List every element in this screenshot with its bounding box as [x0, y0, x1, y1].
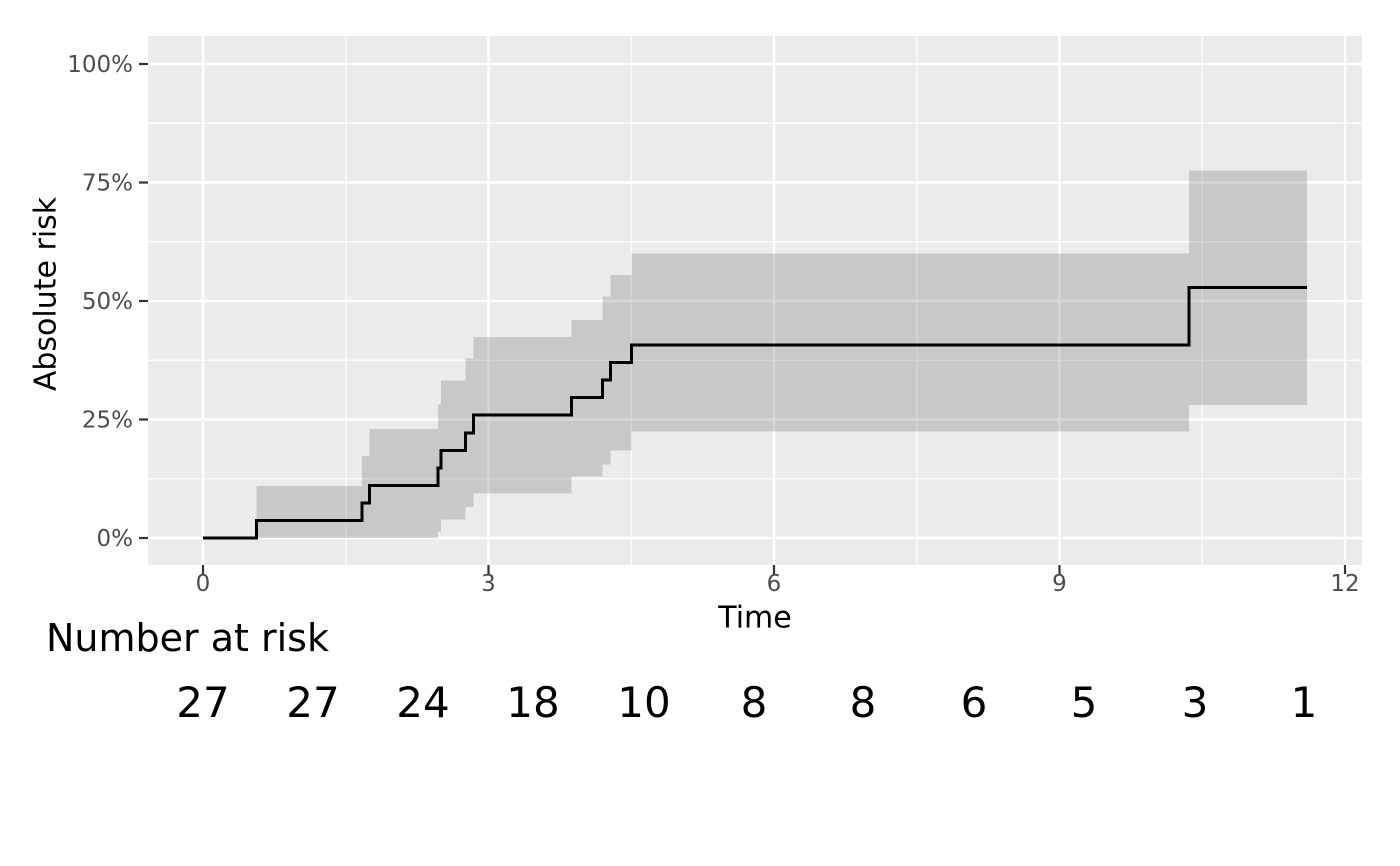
y-tick-label: 25%	[82, 408, 133, 434]
risk-count: 24	[396, 678, 450, 727]
risk-count: 18	[506, 678, 560, 727]
risk-count: 6	[960, 678, 988, 727]
x-tick-label: 9	[1052, 571, 1067, 597]
risk-count: 1	[1290, 678, 1318, 727]
x-tick-label: 6	[767, 571, 782, 597]
survival-step-line	[203, 285, 1307, 540]
risk-table-title: Number at risk	[46, 616, 329, 660]
confidence-band	[256, 170, 1307, 538]
risk-count: 5	[1070, 678, 1098, 727]
risk-count: 8	[849, 678, 877, 727]
risk-count: 10	[617, 678, 671, 727]
x-tick-label: 0	[196, 571, 211, 597]
x-tick-label: 3	[481, 571, 496, 597]
y-tick-label: 0%	[97, 526, 134, 552]
x-tick-label: 12	[1330, 571, 1359, 597]
risk-count: 3	[1181, 678, 1209, 727]
risk-count: 27	[286, 678, 340, 727]
y-tick-label: 100%	[67, 52, 133, 78]
risk-count: 8	[740, 678, 768, 727]
risk-count: 27	[176, 678, 230, 727]
y-axis-title: Absolute risk	[28, 196, 64, 392]
y-tick-label: 75%	[82, 171, 133, 197]
x-axis-title: Time	[718, 600, 792, 636]
y-tick-label: 50%	[82, 289, 133, 315]
